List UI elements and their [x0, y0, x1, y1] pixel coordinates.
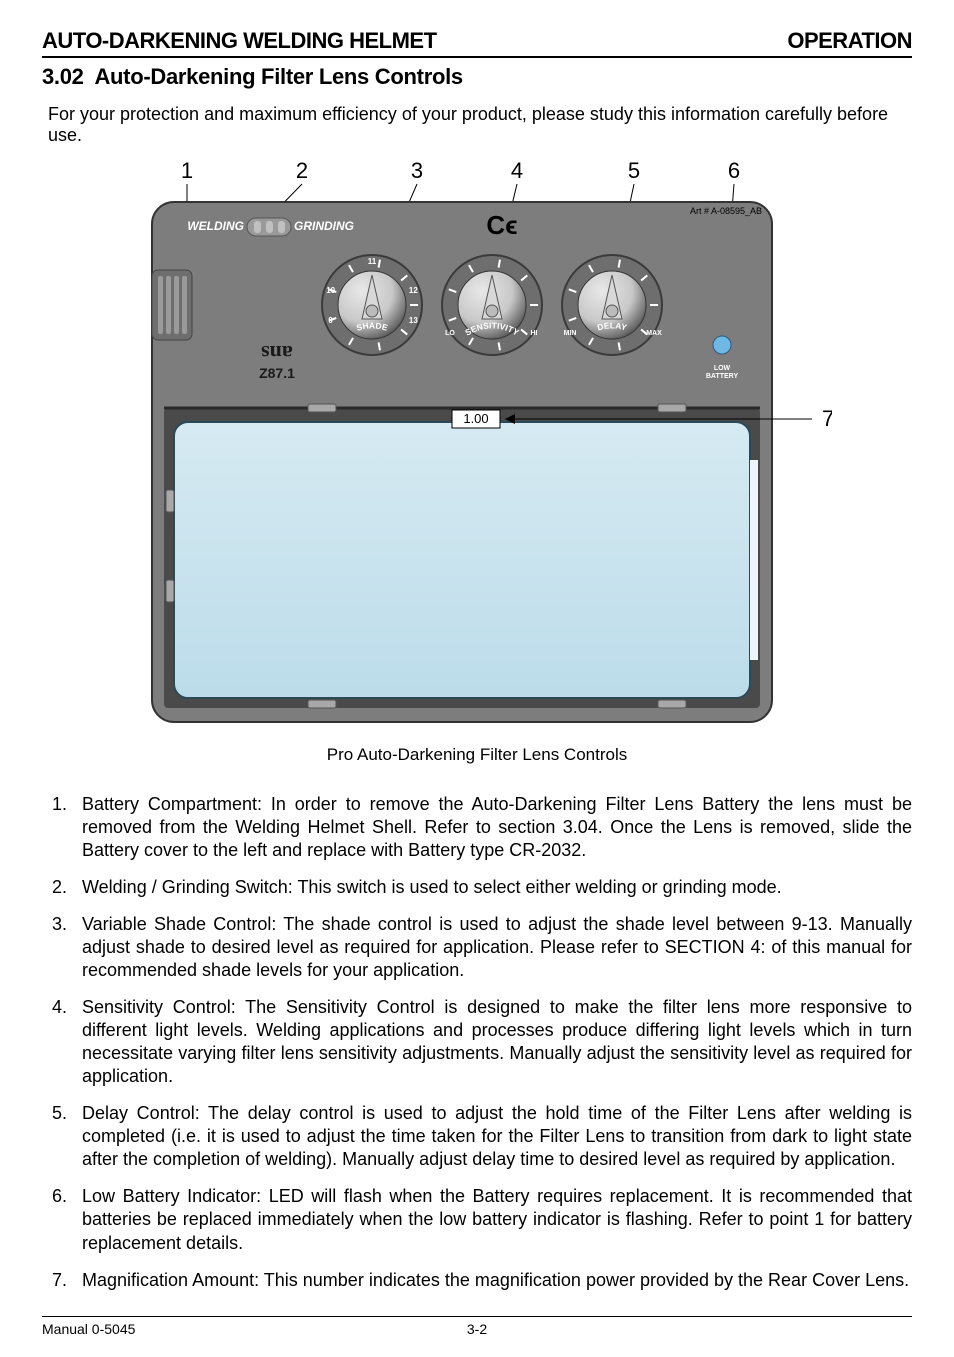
svg-text:4: 4: [511, 160, 523, 183]
section-title: 3.02 Auto-Darkening Filter Lens Controls: [42, 64, 912, 90]
list-item: Low Battery Indicator: LED will flash wh…: [42, 1185, 912, 1254]
list-item: Sensitivity Control: The Sensitivity Con…: [42, 996, 912, 1088]
svg-text:9: 9: [328, 316, 333, 325]
svg-text:6: 6: [728, 160, 740, 183]
diagram-caption: Pro Auto-Darkening Filter Lens Controls: [42, 745, 912, 765]
svg-text:LOW: LOW: [714, 365, 731, 372]
svg-text:1.00: 1.00: [463, 411, 488, 426]
footer-manual: Manual 0-5045: [42, 1321, 332, 1337]
svg-text:2: 2: [296, 160, 308, 183]
svg-text:Cϵ: Cϵ: [486, 210, 517, 240]
svg-text:MAX: MAX: [646, 330, 662, 337]
svg-text:10: 10: [326, 286, 335, 295]
svg-text:12: 12: [409, 286, 418, 295]
intro-text: For your protection and maximum efficien…: [48, 104, 912, 146]
svg-text:5: 5: [628, 160, 640, 183]
svg-text:Z87.1: Z87.1: [259, 365, 295, 381]
list-item: Magnification Amount: This number indica…: [42, 1269, 912, 1292]
svg-text:WELDING: WELDING: [187, 219, 244, 233]
list-item: Delay Control: The delay control is used…: [42, 1102, 912, 1171]
svg-text:MIN: MIN: [564, 330, 577, 337]
footer-page: 3-2: [332, 1321, 622, 1337]
diagram: 123456Art # A-08595_ABWELDINGGRINDINGCϵa…: [122, 160, 832, 735]
header-left: AUTO-DARKENING WELDING HELMET: [42, 28, 437, 54]
list-item: Battery Compartment: In order to remove …: [42, 793, 912, 862]
svg-text:Art # A-08595_AB: Art # A-08595_AB: [690, 206, 762, 216]
svg-text:3: 3: [411, 160, 423, 183]
controls-list: Battery Compartment: In order to remove …: [42, 793, 912, 1292]
section-number: 3.02: [42, 64, 84, 89]
svg-text:1: 1: [181, 160, 193, 183]
page-footer: Manual 0-5045 3-2: [42, 1316, 912, 1337]
svg-text:13: 13: [409, 316, 418, 325]
svg-text:BATTERY: BATTERY: [706, 373, 739, 380]
svg-text:7: 7: [822, 406, 832, 431]
svg-text:11: 11: [368, 257, 377, 266]
page-header: AUTO-DARKENING WELDING HELMET OPERATION: [42, 28, 912, 58]
diagram-svg: 123456Art # A-08595_ABWELDINGGRINDINGCϵa…: [122, 160, 832, 730]
list-item: Variable Shade Control: The shade contro…: [42, 913, 912, 982]
header-right: OPERATION: [787, 28, 912, 54]
section-name: Auto-Darkening Filter Lens Controls: [94, 64, 462, 89]
svg-text:GRINDING: GRINDING: [294, 219, 354, 233]
svg-text:ans: ans: [261, 341, 293, 366]
list-item: Welding / Grinding Switch: This switch i…: [42, 876, 912, 899]
svg-text:LO: LO: [445, 330, 455, 337]
svg-text:HI: HI: [531, 330, 538, 337]
